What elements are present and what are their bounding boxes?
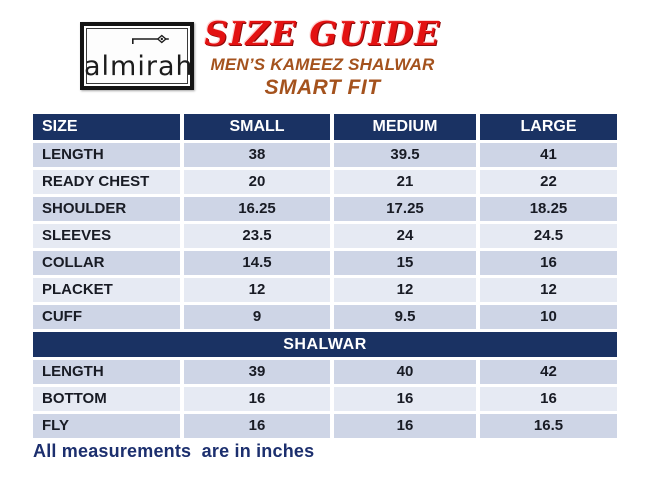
row-label: LENGTH: [33, 360, 180, 384]
measurement-unit-note: All measurements are in inches: [33, 441, 315, 461]
row-label: READY CHEST: [33, 170, 180, 194]
col-header-medium: MEDIUM: [334, 114, 476, 140]
cell-medium: 21: [334, 170, 476, 194]
table-row-shoulder: SHOULDER 16.25 17.25 18.25: [33, 197, 617, 221]
cell-medium: 9.5: [334, 305, 476, 329]
row-label: COLLAR: [33, 251, 180, 275]
cell-small: 16.25: [184, 197, 330, 221]
shalwar-section-header: SHALWAR: [33, 332, 617, 357]
cell-medium: 24: [334, 224, 476, 248]
table-row-placket: PLACKET 12 12 12: [33, 278, 617, 302]
cell-large: 22: [480, 170, 617, 194]
cell-large: 24.5: [480, 224, 617, 248]
size-table: SIZE SMALL MEDIUM LARGE LENGTH 38 39.5 4…: [33, 114, 617, 438]
table-row-sleeves: SLEEVES 23.5 24 24.5: [33, 224, 617, 248]
col-header-large: LARGE: [480, 114, 617, 140]
key-icon: [132, 34, 169, 44]
cell-small: 39: [184, 360, 330, 384]
table-row-ready-chest: READY CHEST 20 21 22: [33, 170, 617, 194]
col-header-small: SMALL: [184, 114, 330, 140]
cell-large: 16: [480, 251, 617, 275]
row-label: BOTTOM: [33, 387, 180, 411]
page-title: SIZE GUIDE: [204, 14, 441, 53]
cell-medium: 12: [334, 278, 476, 302]
cell-large: 12: [480, 278, 617, 302]
cell-medium: 16: [334, 414, 476, 438]
table-row-collar: COLLAR 14.5 15 16: [33, 251, 617, 275]
table-header-row: SIZE SMALL MEDIUM LARGE: [33, 114, 617, 140]
shalwar-section: LENGTH 39 40 42 BOTTOM 16 16 16 FLY 16 1…: [33, 360, 617, 438]
cell-small: 23.5: [184, 224, 330, 248]
product-subtitle: MEN’S KAMEEZ SHALWAR: [210, 55, 435, 75]
cell-large: 42: [480, 360, 617, 384]
cell-large: 10: [480, 305, 617, 329]
cell-small: 38: [184, 143, 330, 167]
row-label: LENGTH: [33, 143, 180, 167]
row-label: SLEEVES: [33, 224, 180, 248]
cell-medium: 40: [334, 360, 476, 384]
brand-logo: almirah: [80, 22, 194, 90]
kameez-section: LENGTH 38 39.5 41 READY CHEST 20 21 22 S…: [33, 143, 617, 329]
row-label: CUFF: [33, 305, 180, 329]
cell-large: 16.5: [480, 414, 617, 438]
brand-name: almirah: [84, 51, 194, 82]
row-label: FLY: [33, 414, 180, 438]
cell-small: 16: [184, 387, 330, 411]
table-row-cuff: CUFF 9 9.5 10: [33, 305, 617, 329]
cell-medium: 39.5: [334, 143, 476, 167]
fit-label: SMART FIT: [264, 76, 381, 100]
cell-large: 16: [480, 387, 617, 411]
cell-small: 20: [184, 170, 330, 194]
table-row-fly: FLY 16 16 16.5: [33, 414, 617, 438]
cell-medium: 16: [334, 387, 476, 411]
cell-small: 12: [184, 278, 330, 302]
table-row-length: LENGTH 38 39.5 41: [33, 143, 617, 167]
row-label: PLACKET: [33, 278, 180, 302]
cell-large: 41: [480, 143, 617, 167]
cell-medium: 17.25: [334, 197, 476, 221]
cell-small: 16: [184, 414, 330, 438]
table-row-shalwar-length: LENGTH 39 40 42: [33, 360, 617, 384]
row-label: SHOULDER: [33, 197, 180, 221]
cell-large: 18.25: [480, 197, 617, 221]
cell-small: 14.5: [184, 251, 330, 275]
col-header-size: SIZE: [33, 114, 180, 140]
table-row-bottom: BOTTOM 16 16 16: [33, 387, 617, 411]
cell-medium: 15: [334, 251, 476, 275]
title-block: SIZE GUIDE MEN’S KAMEEZ SHALWAR SMART FI…: [195, 14, 450, 100]
cell-small: 9: [184, 305, 330, 329]
